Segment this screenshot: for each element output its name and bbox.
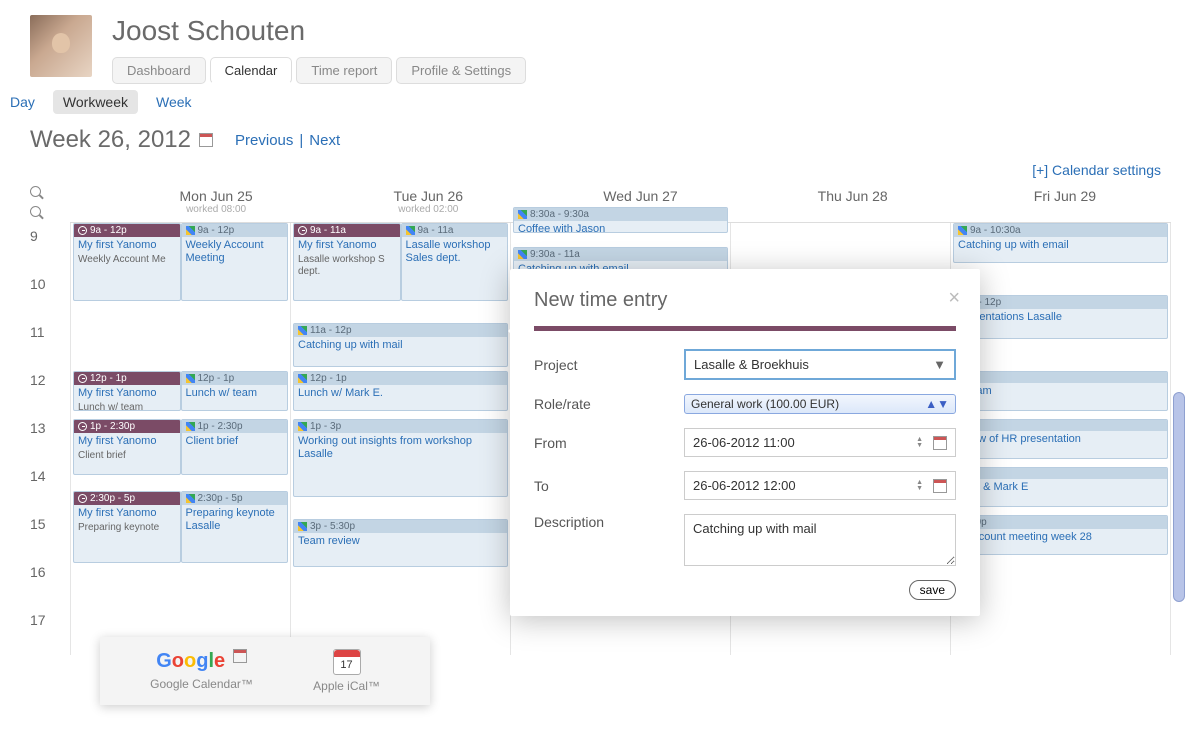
calendar-icon[interactable] bbox=[933, 479, 947, 493]
view-workweek[interactable]: Workweek bbox=[53, 90, 138, 114]
calendar-event[interactable]: 3p - 5:30pTeam review bbox=[293, 519, 508, 567]
main-tabs: Dashboard Calendar Time report Profile &… bbox=[112, 57, 526, 84]
nav-next[interactable]: Next bbox=[309, 132, 340, 149]
apple-ical-sync[interactable]: Apple iCal™ bbox=[313, 649, 380, 693]
calendar-event[interactable]: 1p - 3pWorking out insights from worksho… bbox=[293, 419, 508, 497]
calendar-picker-icon[interactable] bbox=[199, 133, 213, 147]
clock-icon bbox=[78, 422, 87, 431]
to-datetime-input[interactable]: 26-06-2012 12:00▲▼ bbox=[684, 471, 956, 500]
hour-label: 14 bbox=[30, 462, 70, 510]
calendar-event[interactable]: 12p - 1pLunch w/ team bbox=[181, 371, 289, 411]
color-swatch-icon bbox=[186, 226, 195, 235]
hour-label: 10 bbox=[30, 270, 70, 318]
vertical-scrollbar[interactable] bbox=[1173, 392, 1185, 602]
project-combobox[interactable]: Lasalle & Broekhuis▼ bbox=[684, 349, 956, 380]
calendar-event[interactable]: h team bbox=[953, 371, 1168, 411]
from-label: From bbox=[534, 435, 684, 451]
calendar-event[interactable]: arah & Mark E bbox=[953, 467, 1168, 507]
clock-icon bbox=[298, 226, 307, 235]
calendar-grid: Mon Jun 25worked 08:00 Tue Jun 26worked … bbox=[0, 184, 1191, 675]
calendar-event[interactable]: 30pg account meeting week 28 bbox=[953, 515, 1168, 555]
day-header: Tue Jun 26 bbox=[322, 188, 534, 204]
calendar-settings-link[interactable]: [+] Calendar settings bbox=[0, 162, 1191, 178]
from-datetime-input[interactable]: 26-06-2012 11:00▲▼ bbox=[684, 428, 956, 457]
view-week[interactable]: Week bbox=[146, 90, 202, 114]
tab-profile-settings[interactable]: Profile & Settings bbox=[396, 57, 526, 84]
save-button[interactable]: save bbox=[909, 580, 956, 600]
tab-time-report[interactable]: Time report bbox=[296, 57, 392, 84]
description-label: Description bbox=[534, 514, 684, 530]
zoom-out-icon[interactable] bbox=[30, 206, 46, 222]
tab-calendar[interactable]: Calendar bbox=[210, 57, 293, 84]
hour-label: 12 bbox=[30, 366, 70, 414]
calendar-event[interactable]: 9a - 12pWeekly Account Meeting bbox=[181, 223, 289, 301]
hour-label: 16 bbox=[30, 558, 70, 606]
hour-label: 15 bbox=[30, 510, 70, 558]
clock-icon bbox=[78, 494, 87, 503]
calendar-event[interactable]: 12p - 1pLunch w/ Mark E. bbox=[293, 371, 508, 411]
user-name: Joost Schouten bbox=[112, 15, 526, 47]
project-label: Project bbox=[534, 357, 684, 373]
modal-title: New time entry bbox=[534, 289, 956, 312]
calendar-icon[interactable] bbox=[933, 436, 947, 450]
calendar-event[interactable]: a - 12ppresentations Lasalle bbox=[953, 295, 1168, 339]
role-label: Role/rate bbox=[534, 396, 684, 412]
role-select[interactable]: General work (100.00 EUR)▲▼ bbox=[684, 394, 956, 414]
week-title: Week 26, 2012 Previous | Next bbox=[30, 126, 340, 154]
user-avatar[interactable] bbox=[30, 15, 92, 77]
color-swatch-icon bbox=[186, 374, 195, 383]
color-swatch-icon bbox=[958, 226, 967, 235]
new-time-entry-modal: New time entry × Project Lasalle & Broek… bbox=[510, 269, 980, 616]
google-calendar-sync[interactable]: Google Google Calendar™ bbox=[150, 649, 253, 693]
calendar-event[interactable]: 8:30a - 9:30aCoffee with Jason bbox=[513, 207, 728, 233]
color-swatch-icon bbox=[518, 250, 527, 259]
day-column[interactable]: 9a - 10:30aCatching up with email a - 12p… bbox=[950, 223, 1171, 655]
modal-close-icon[interactable]: × bbox=[948, 287, 960, 310]
hour-label: 13 bbox=[30, 414, 70, 462]
hour-label: 17 bbox=[30, 606, 70, 654]
tab-dashboard[interactable]: Dashboard bbox=[112, 57, 206, 84]
day-header: Thu Jun 28 bbox=[747, 188, 959, 204]
color-swatch-icon bbox=[298, 326, 307, 335]
hour-label: 9 bbox=[30, 222, 70, 270]
calendar-event[interactable]: 9a - 11aLasalle workshop Sales dept. bbox=[401, 223, 509, 301]
day-column[interactable]: 9a - 11aMy first YanomoLasalle workshop … bbox=[290, 223, 510, 655]
day-header: Mon Jun 25 bbox=[110, 188, 322, 204]
color-swatch-icon bbox=[406, 226, 415, 235]
color-swatch-icon bbox=[298, 522, 307, 531]
calendar-event[interactable]: 9a - 12pMy first YanomoWeekly Account Me bbox=[73, 223, 181, 301]
color-swatch-icon bbox=[298, 422, 307, 431]
clock-icon bbox=[78, 226, 87, 235]
calendar-event[interactable]: 9a - 11aMy first YanomoLasalle workshop … bbox=[293, 223, 401, 301]
color-swatch-icon bbox=[518, 210, 527, 219]
color-swatch-icon bbox=[186, 494, 195, 503]
day-column[interactable]: 9a - 12pMy first YanomoWeekly Account Me… bbox=[70, 223, 290, 655]
day-header: Wed Jun 27 bbox=[534, 188, 746, 204]
calendar-event[interactable]: 12p - 1pMy first YanomoLunch w/ team bbox=[73, 371, 181, 411]
calendar-sync-panel: Google Google Calendar™ Apple iCal™ bbox=[100, 637, 430, 705]
calendar-event[interactable]: 1p - 2:30pMy first YanomoClient brief bbox=[73, 419, 181, 475]
day-header: Fri Jun 29 bbox=[959, 188, 1171, 204]
ical-icon bbox=[333, 649, 361, 675]
calendar-event[interactable]: eview of HR presentation bbox=[953, 419, 1168, 459]
view-day[interactable]: Day bbox=[0, 90, 45, 114]
calendar-event[interactable]: 2:30p - 5pMy first YanomoPreparing keyno… bbox=[73, 491, 181, 563]
description-textarea[interactable]: Catching up with mail bbox=[684, 514, 956, 566]
calendar-event[interactable]: 1p - 2:30pClient brief bbox=[181, 419, 289, 475]
clock-icon bbox=[78, 374, 87, 383]
calendar-event[interactable]: 11a - 12pCatching up with mail bbox=[293, 323, 508, 367]
zoom-in-icon[interactable] bbox=[30, 186, 46, 202]
calendar-event[interactable]: 2:30p - 5pPreparing keynote Lasalle bbox=[181, 491, 289, 563]
color-swatch-icon bbox=[298, 374, 307, 383]
color-swatch-icon bbox=[186, 422, 195, 431]
hour-label: 11 bbox=[30, 318, 70, 366]
calendar-event[interactable]: 9a - 10:30aCatching up with email bbox=[953, 223, 1168, 263]
to-label: To bbox=[534, 478, 684, 494]
nav-previous[interactable]: Previous bbox=[235, 132, 293, 149]
